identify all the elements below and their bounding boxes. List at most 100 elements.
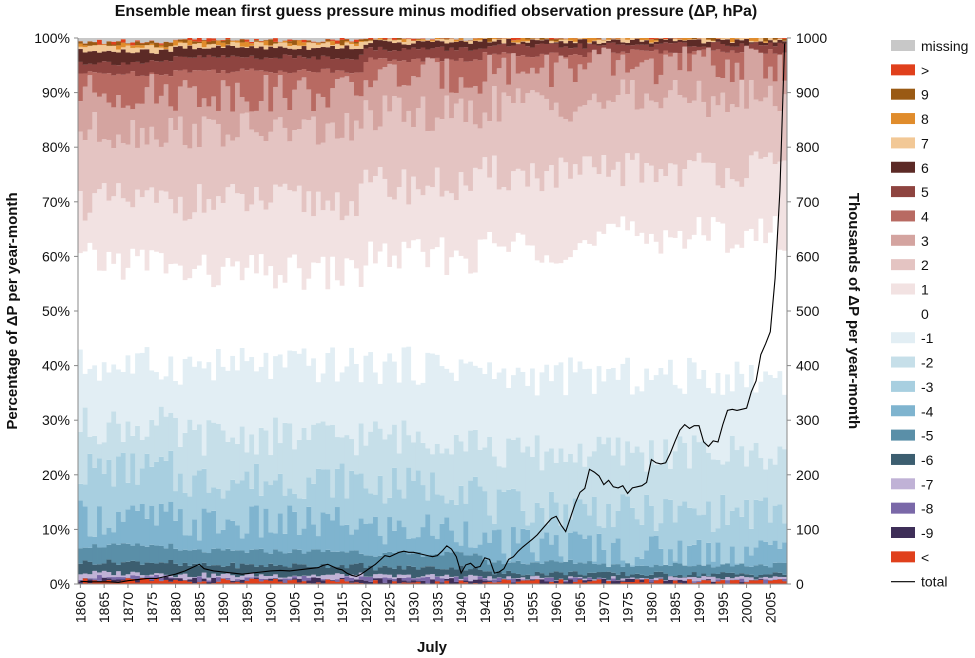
segment--4 <box>744 546 750 567</box>
segment-6 <box>106 50 112 62</box>
segment--3 <box>482 491 488 533</box>
segment--9 <box>311 577 317 584</box>
segment--5 <box>225 548 231 566</box>
segment--4 <box>192 519 198 550</box>
segment-< <box>177 580 184 584</box>
segment--1 <box>273 356 279 418</box>
segment-2 <box>520 103 526 171</box>
segment-7 <box>320 43 326 48</box>
segment-7 <box>182 43 188 49</box>
segment--7 <box>577 577 583 578</box>
segment--4 <box>78 500 84 549</box>
segment-2 <box>506 96 512 191</box>
segment--4 <box>315 536 322 550</box>
segment-6 <box>777 39 783 43</box>
segment-6 <box>706 41 712 47</box>
segment--4 <box>106 527 112 545</box>
segment--2 <box>758 458 764 502</box>
segment-3 <box>725 59 731 113</box>
segment-6 <box>415 40 422 50</box>
segment--2 <box>420 442 426 486</box>
segment-4 <box>82 73 88 87</box>
bar-1958 <box>544 38 550 584</box>
segment--6 <box>577 574 583 578</box>
segment-0 <box>168 264 174 357</box>
segment-6 <box>235 47 241 57</box>
segment-4 <box>549 52 555 88</box>
segment--6 <box>277 564 284 578</box>
segment--6 <box>734 574 740 577</box>
segment--4 <box>130 505 136 546</box>
segment-7 <box>87 45 93 52</box>
segment-8 <box>682 38 688 41</box>
segment-2 <box>292 130 298 192</box>
segment-< <box>101 580 107 584</box>
segment-7 <box>701 38 707 44</box>
segment-8 <box>753 38 759 42</box>
segment--1 <box>149 370 155 420</box>
bar-1949 <box>501 38 507 584</box>
segment-5 <box>458 47 464 59</box>
segment-6 <box>311 48 317 57</box>
segment-6 <box>154 53 160 62</box>
segment-1 <box>658 169 664 254</box>
segment-< <box>639 582 645 584</box>
segment-9 <box>553 39 559 42</box>
segment-> <box>196 38 203 42</box>
segment-0 <box>601 233 607 382</box>
segment-8 <box>572 38 579 42</box>
segment--3 <box>301 498 307 529</box>
bar-1902 <box>277 38 284 584</box>
segment-6 <box>772 42 778 47</box>
bar-2006 <box>772 38 778 584</box>
segment-0 <box>353 268 360 364</box>
segment-2 <box>125 144 131 202</box>
segment--1 <box>748 364 755 451</box>
segment--2 <box>163 416 169 461</box>
segment-3 <box>353 95 360 121</box>
segment-missing <box>149 38 155 41</box>
segment--5 <box>249 549 255 565</box>
segment--7 <box>268 575 274 579</box>
segment-5 <box>377 46 383 59</box>
segment-9 <box>106 41 112 46</box>
legend-label: -1 <box>921 330 934 346</box>
legend-label: 1 <box>921 282 929 298</box>
segment--2 <box>168 413 174 451</box>
segment-4 <box>587 52 593 63</box>
segment-missing <box>154 38 160 43</box>
segment-9 <box>353 41 360 44</box>
segment-4 <box>539 53 545 68</box>
segment-5 <box>725 45 731 53</box>
segment-0 <box>282 282 288 368</box>
legend-swatch <box>891 307 915 319</box>
bar-1987 <box>682 38 688 584</box>
segment--6 <box>392 568 398 578</box>
segment-0 <box>125 267 131 356</box>
segment--6 <box>468 569 474 575</box>
segment--5 <box>277 551 284 565</box>
segment-5 <box>734 46 740 53</box>
segment-missing <box>201 38 207 40</box>
segment--2 <box>311 424 317 484</box>
segment-6 <box>729 42 736 47</box>
segment--7 <box>420 576 426 578</box>
segment-8 <box>568 38 574 41</box>
segment-2 <box>753 99 759 152</box>
segment-missing <box>311 38 317 42</box>
segment--9 <box>330 580 336 581</box>
segment-7 <box>772 40 778 43</box>
segment-1 <box>463 185 469 259</box>
segment-2 <box>339 137 345 221</box>
segment--3 <box>434 494 441 540</box>
segment-< <box>411 582 417 584</box>
bar-1990 <box>696 38 702 584</box>
segment--5 <box>734 564 740 575</box>
segment-0 <box>530 245 536 369</box>
segment-4 <box>282 71 288 98</box>
segment--5 <box>610 564 617 573</box>
segment-6 <box>763 42 769 46</box>
bar-1964 <box>572 38 579 584</box>
segment--4 <box>772 540 778 563</box>
segment--8 <box>610 578 617 582</box>
